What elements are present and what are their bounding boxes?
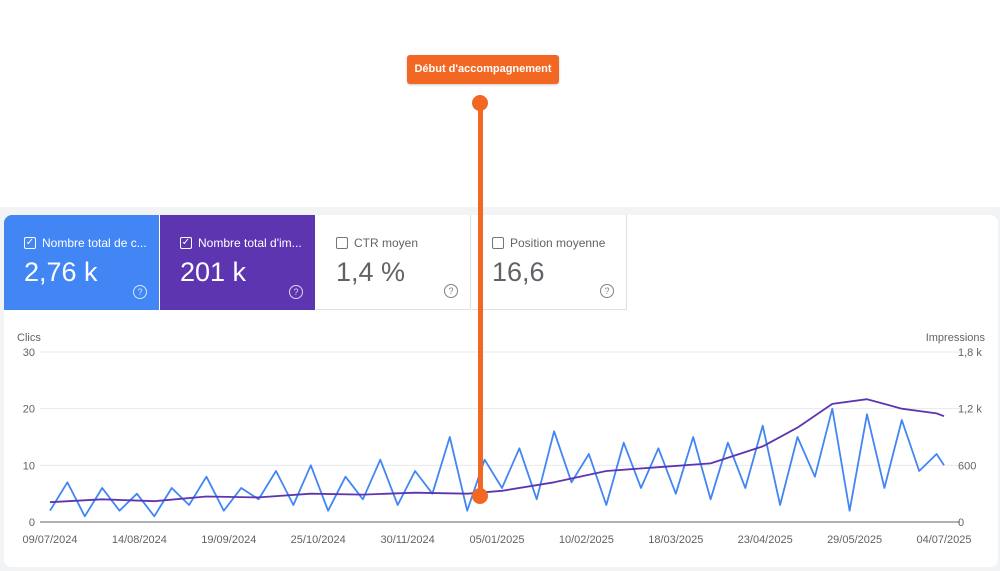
x-tick-label: 05/01/2025 (469, 534, 524, 546)
help-icon[interactable]: ? (444, 284, 458, 298)
y-left-tick-label: 10 (23, 460, 35, 472)
checkbox-unchecked-icon[interactable] (336, 237, 348, 249)
checkbox-unchecked-icon[interactable] (492, 237, 504, 249)
x-tick-label: 25/10/2024 (291, 534, 346, 546)
metric-value: 201 k (180, 257, 247, 287)
help-icon[interactable]: ? (289, 285, 303, 299)
y-left-axis-label: Clics (17, 332, 41, 344)
y-right-tick-label: 0 (958, 517, 964, 529)
metric-value: 16,6 (492, 257, 545, 287)
y-right-tick-label: 600 (958, 460, 976, 472)
checkbox-checked-icon[interactable]: ✓ (180, 237, 192, 249)
x-tick-label: 30/11/2024 (380, 534, 434, 546)
metric-tile-impressions[interactable]: ✓ Nombre total d'im... 201 k ? (160, 215, 315, 310)
checkbox-checked-icon[interactable]: ✓ (24, 237, 36, 249)
y-left-tick-label: 0 (29, 517, 35, 529)
help-icon[interactable]: ? (133, 285, 147, 299)
metric-tile-ctr[interactable]: CTR moyen 1,4 % ? (316, 215, 471, 310)
x-tick-label: 10/02/2025 (559, 534, 614, 546)
y-right-axis-label: Impressions (926, 332, 986, 344)
annotation-label: Début d'accompagnement (407, 55, 559, 84)
y-right-tick-label: 1,2 k (958, 404, 982, 416)
x-tick-label: 04/07/2025 (916, 534, 971, 546)
annotation-line (478, 102, 483, 496)
y-right-tick-label: 1,8 k (958, 347, 982, 359)
x-tick-label: 09/07/2024 (22, 534, 77, 546)
x-tick-label: 29/05/2025 (827, 534, 882, 546)
metric-value: 1,4 % (336, 257, 406, 287)
series-line-clicks (49, 407, 945, 518)
annotation-dot-top (472, 95, 488, 111)
x-tick-label: 14/08/2024 (112, 534, 167, 546)
x-tick-label: 19/09/2024 (201, 534, 256, 546)
x-tick-label: 18/03/2025 (648, 534, 703, 546)
annotation-dot-bottom[interactable] (472, 488, 488, 504)
metric-tile-position[interactable]: Position moyenne 16,6 ? (472, 215, 627, 310)
x-tick-label: 23/04/2025 (738, 534, 793, 546)
metric-value: 2,76 k (24, 257, 98, 287)
help-icon[interactable]: ? (600, 284, 614, 298)
metric-tiles: ✓ Nombre total de c... 2,76 k ? ✓ Nombre… (4, 215, 628, 311)
y-left-tick-label: 30 (23, 347, 35, 359)
performance-card: ✓ Nombre total de c... 2,76 k ? ✓ Nombre… (4, 215, 998, 567)
metric-tile-clicks[interactable]: ✓ Nombre total de c... 2,76 k ? (4, 215, 159, 310)
y-left-tick-label: 20 (23, 404, 35, 416)
series-line-impressions (49, 398, 945, 504)
